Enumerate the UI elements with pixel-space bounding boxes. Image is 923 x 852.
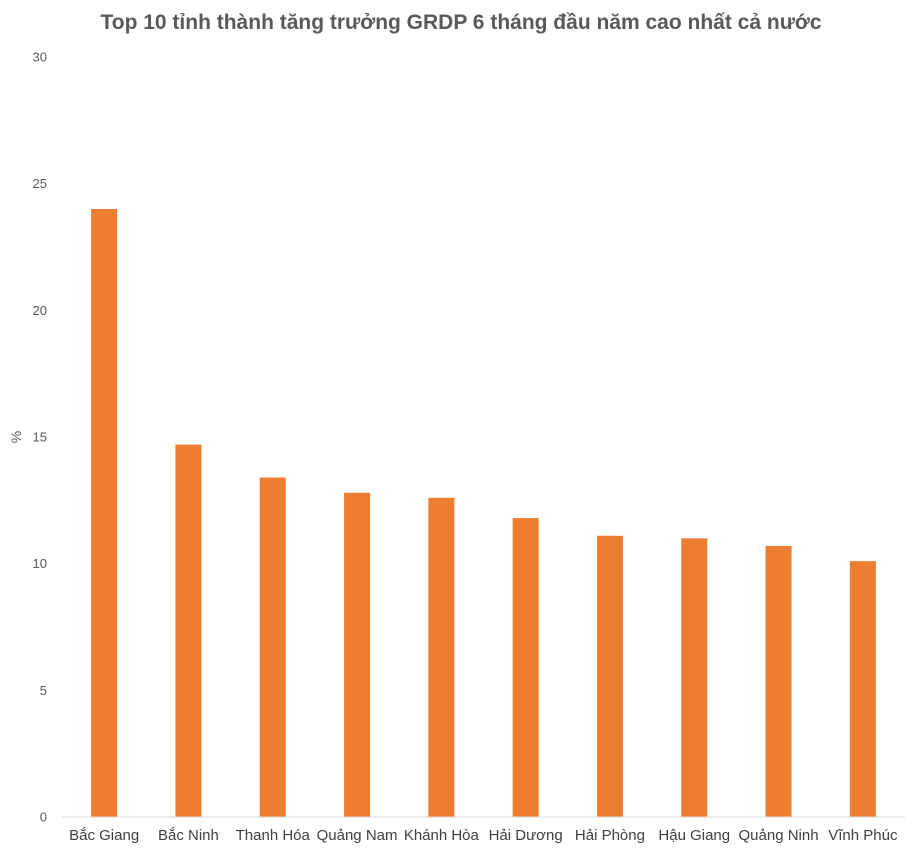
y-axis-label: %: [8, 431, 24, 443]
x-category-label: Hải Dương: [489, 827, 563, 844]
x-category-label: Quảng Ninh: [739, 827, 819, 844]
y-tick-label: 30: [33, 50, 47, 65]
x-category-label: Quảng Nam: [317, 827, 398, 844]
x-axis-labels: Bắc Giang Bắc Ninh Thanh Hóa Quảng Nam Khánh…: [69, 827, 898, 844]
y-tick-label: 20: [33, 303, 47, 318]
bar: [91, 209, 118, 817]
bar: [259, 477, 286, 817]
bar: [428, 497, 455, 817]
bar: [596, 535, 623, 817]
y-tick-label: 15: [33, 430, 47, 445]
y-tick-label: 5: [40, 683, 47, 698]
bars: [91, 209, 876, 817]
y-tick-label: 0: [40, 810, 47, 825]
x-category-label: Thanh Hóa: [236, 827, 311, 844]
bar: [344, 492, 371, 817]
y-axis-ticks: 0 5 10 15 20 25 30: [33, 50, 47, 825]
bar: [849, 561, 876, 817]
bar: [681, 538, 708, 817]
bar: [512, 518, 539, 817]
bar: [765, 545, 792, 817]
y-tick-label: 25: [33, 176, 47, 191]
x-category-label: Bắc Giang: [69, 827, 139, 844]
bar: [175, 444, 202, 817]
x-category-label: Vĩnh Phúc: [828, 827, 898, 844]
x-category-label: Hải Phòng: [575, 827, 645, 844]
x-category-label: Hậu Giang: [658, 827, 730, 844]
y-tick-label: 10: [33, 556, 47, 571]
x-category-label: Bắc Ninh: [158, 827, 219, 844]
chart-title: Top 10 tỉnh thành tăng trưởng GRDP 6 thá…: [100, 11, 821, 34]
x-category-label: Khánh Hòa: [404, 827, 480, 844]
